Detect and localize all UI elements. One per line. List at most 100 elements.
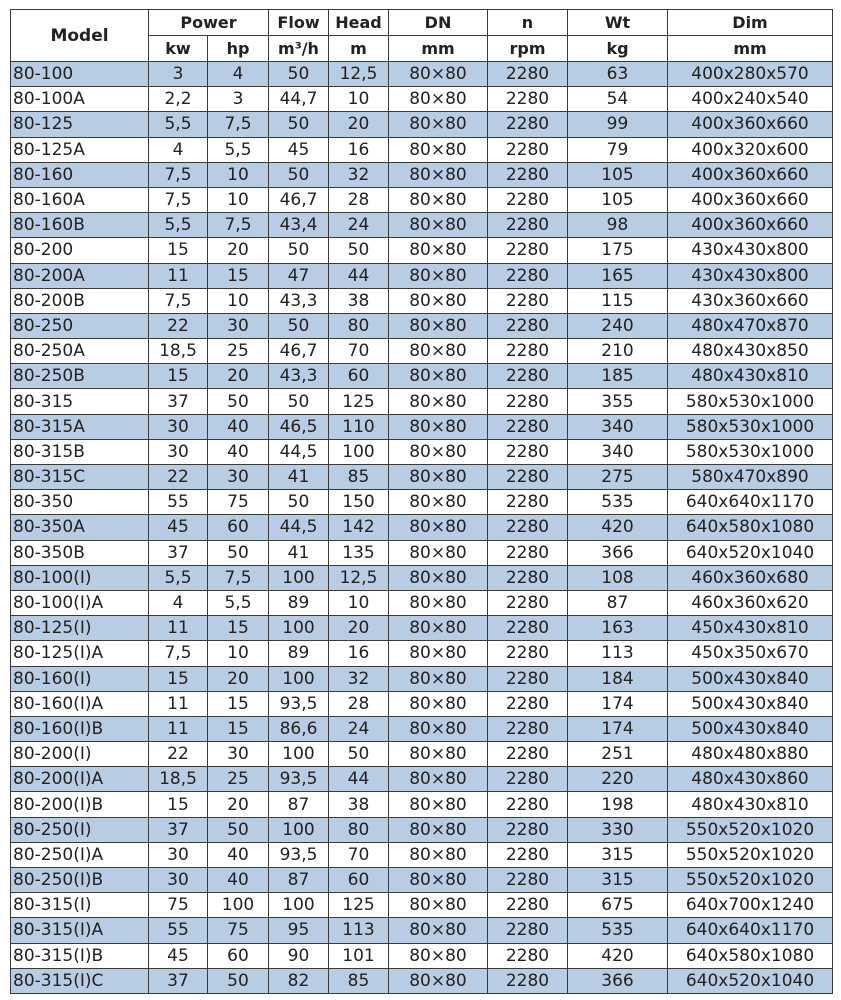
cell-model: 80-250A <box>10 338 149 365</box>
cell-n: 2280 <box>487 413 568 440</box>
cell-n: 2280 <box>487 363 568 390</box>
cell-wt: 420 <box>567 514 668 541</box>
cell-hp: 10 <box>207 287 269 314</box>
cell-dim: 480x430x850 <box>667 338 833 365</box>
cell-model: 80-250(I) <box>10 816 149 843</box>
cell-wt: 79 <box>567 136 668 163</box>
cell-head: 20 <box>328 615 389 642</box>
cell-kw: 15 <box>148 665 208 692</box>
cell-hp: 50 <box>207 967 269 994</box>
cell-hp: 40 <box>207 866 269 894</box>
cell-head: 80 <box>328 312 389 340</box>
cell-flow: 100 <box>268 564 329 591</box>
pump-spec-table: Model Power Flow Head DN n Wt Dim kw hp … <box>10 9 833 994</box>
cell-dim: 430x430x800 <box>667 262 833 289</box>
cell-model: 80-315(I)A <box>10 917 149 944</box>
cell-wt: 535 <box>567 489 668 516</box>
cell-dim: 460x360x620 <box>667 589 833 617</box>
cell-hp: 5,5 <box>207 136 269 163</box>
cell-flow: 100 <box>268 892 329 919</box>
cell-head: 85 <box>328 967 389 994</box>
cell-dn: 80×80 <box>388 262 488 289</box>
cell-n: 2280 <box>487 715 568 743</box>
cell-head: 135 <box>328 539 389 566</box>
cell-flow: 41 <box>268 539 329 566</box>
cell-wt: 174 <box>567 690 668 717</box>
cell-dim: 460x360x680 <box>667 564 833 591</box>
cell-model: 80-315A <box>10 413 149 440</box>
table-row: 80-125A 4 5,5 45 16 80×80 2280 79 400x320x600 <box>10 136 833 163</box>
cell-wt: 98 <box>567 212 668 239</box>
cell-dim: 400x360x660 <box>667 111 833 138</box>
cell-n: 2280 <box>487 60 568 88</box>
cell-head: 10 <box>328 589 389 617</box>
cell-kw: 3 <box>148 60 208 88</box>
cell-kw: 15 <box>148 791 208 818</box>
cell-model: 80-160(I)B <box>10 715 149 743</box>
cell-head: 80 <box>328 816 389 843</box>
cell-dim: 450x350x670 <box>667 640 833 667</box>
table-row: 80-160 7,5 10 50 32 80×80 2280 105 400x360x660 <box>10 161 833 188</box>
cell-model: 80-315 <box>10 388 149 415</box>
cell-flow: 50 <box>268 388 329 415</box>
cell-flow: 82 <box>268 967 329 994</box>
cell-kw: 7,5 <box>148 186 208 214</box>
table-row: 80-250(I)A 30 40 93,5 70 80×80 2280 315 550x520x… <box>10 841 833 869</box>
cell-head: 110 <box>328 413 389 440</box>
cell-dim: 480x430x860 <box>667 766 833 793</box>
cell-model: 80-250B <box>10 363 149 390</box>
table-row: 80-160A 7,5 10 46,7 28 80×80 2280 105 400x360x66… <box>10 186 833 214</box>
cell-hp: 7,5 <box>207 564 269 591</box>
cell-flow: 44,5 <box>268 438 329 466</box>
cell-flow: 95 <box>268 917 329 944</box>
cell-flow: 46,5 <box>268 413 329 440</box>
cell-n: 2280 <box>487 514 568 541</box>
cell-kw: 37 <box>148 388 208 415</box>
table-row: 80-250B 15 20 43,3 60 80×80 2280 185 480x430x810 <box>10 363 833 390</box>
cell-kw: 22 <box>148 312 208 340</box>
cell-model: 80-315B <box>10 438 149 466</box>
cell-dim: 640x520x1040 <box>667 967 833 994</box>
cell-dn: 80×80 <box>388 741 488 768</box>
cell-kw: 15 <box>148 237 208 264</box>
cell-wt: 99 <box>567 111 668 138</box>
cell-model: 80-160B <box>10 212 149 239</box>
unit-dn: mm <box>388 35 488 62</box>
cell-model: 80-315(I)B <box>10 942 149 969</box>
cell-n: 2280 <box>487 111 568 138</box>
cell-kw: 7,5 <box>148 161 208 188</box>
cell-hp: 75 <box>207 917 269 944</box>
cell-dn: 80×80 <box>388 186 488 214</box>
cell-dim: 430x430x800 <box>667 237 833 264</box>
cell-model: 80-200A <box>10 262 149 289</box>
header-wt: Wt <box>567 9 668 36</box>
cell-head: 12,5 <box>328 564 389 591</box>
table-row: 80-200(I) 22 30 100 50 80×80 2280 251 480x480x88… <box>10 741 833 768</box>
cell-dim: 450x430x810 <box>667 615 833 642</box>
cell-flow: 90 <box>268 942 329 969</box>
cell-hp: 50 <box>207 388 269 415</box>
cell-n: 2280 <box>487 161 568 188</box>
table-row: 80-160B 5,5 7,5 43,4 24 80×80 2280 98 400x360x66… <box>10 212 833 239</box>
cell-head: 70 <box>328 841 389 869</box>
cell-dim: 580x470x890 <box>667 463 833 491</box>
cell-dim: 640x700x1240 <box>667 892 833 919</box>
cell-model: 80-315C <box>10 463 149 491</box>
cell-dim: 640x520x1040 <box>667 539 833 566</box>
cell-hp: 40 <box>207 413 269 440</box>
cell-dn: 80×80 <box>388 60 488 88</box>
cell-head: 60 <box>328 363 389 390</box>
unit-head: m <box>328 35 389 62</box>
cell-hp: 20 <box>207 363 269 390</box>
cell-head: 28 <box>328 690 389 717</box>
header-dn: DN <box>388 9 488 36</box>
header-row: Model Power Flow Head DN n Wt Dim <box>10 9 833 62</box>
table-row: 80-315(I) 75 100 100 125 80×80 2280 675 640x700x… <box>10 892 833 919</box>
cell-n: 2280 <box>487 690 568 717</box>
cell-wt: 198 <box>567 791 668 818</box>
cell-flow: 43,3 <box>268 363 329 390</box>
cell-dn: 80×80 <box>388 766 488 793</box>
cell-wt: 185 <box>567 363 668 390</box>
cell-head: 100 <box>328 438 389 466</box>
cell-n: 2280 <box>487 237 568 264</box>
